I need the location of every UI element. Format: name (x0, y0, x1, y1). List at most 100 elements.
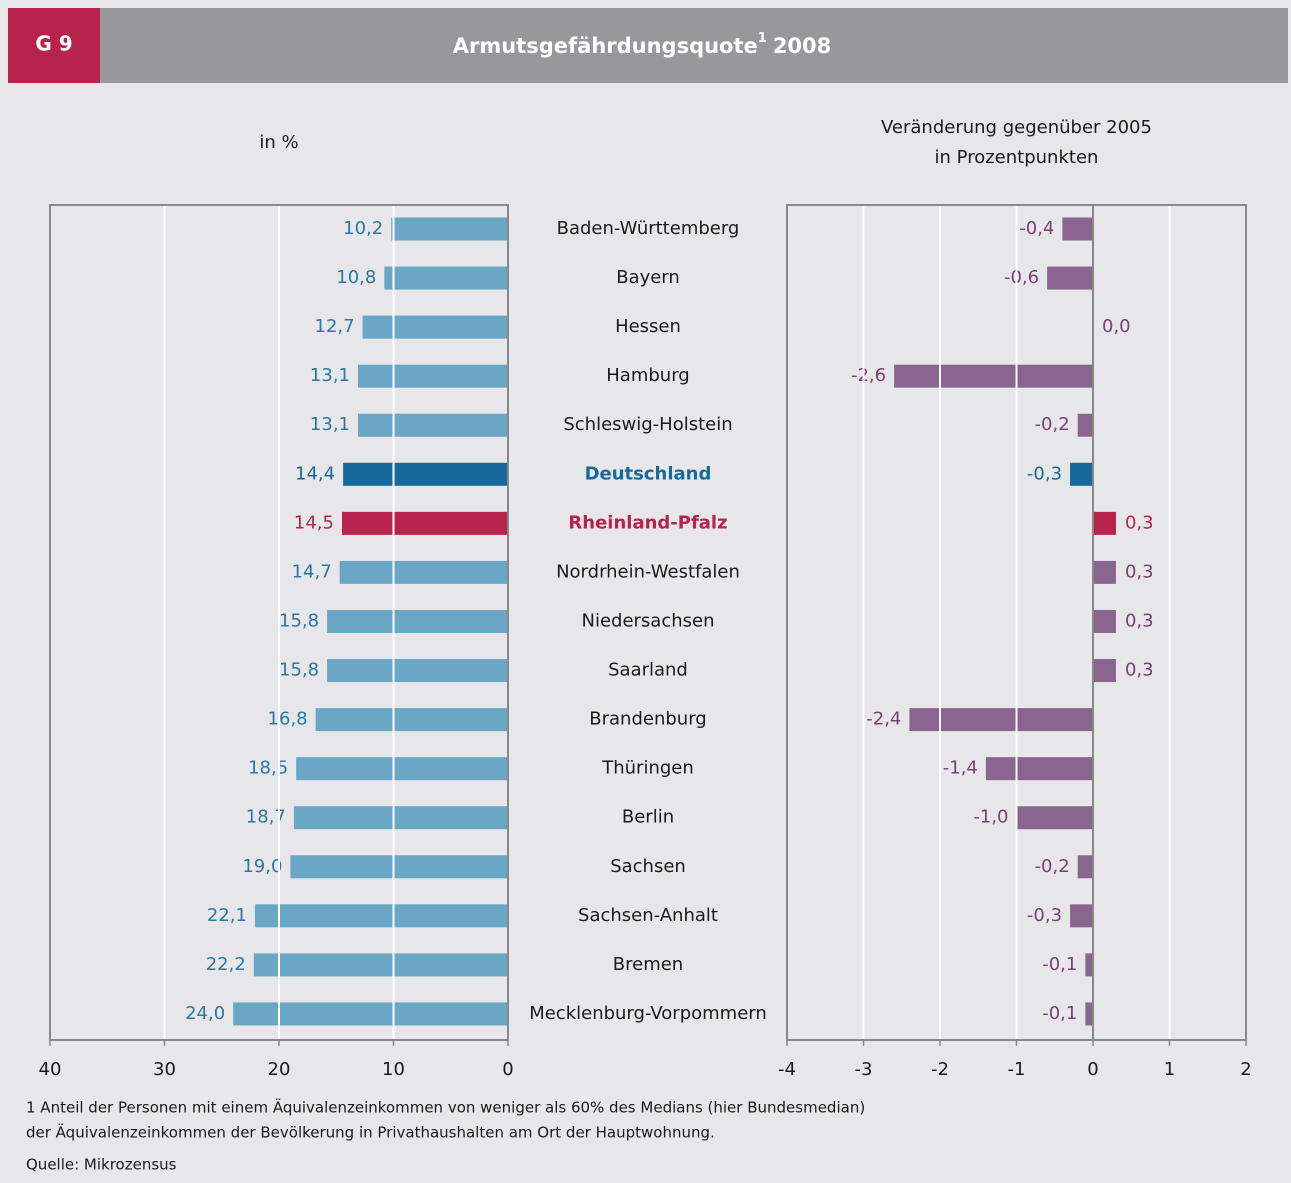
value-label: -1,4 (943, 758, 978, 779)
value-label: -0,4 (1019, 218, 1054, 239)
value-label: -0,1 (1042, 1003, 1077, 1024)
bar (253, 953, 508, 977)
bar (296, 757, 508, 781)
bar (341, 511, 508, 535)
category-label: Niedersachsen (581, 610, 714, 631)
bar (290, 855, 508, 879)
bar (985, 757, 1093, 781)
bar (384, 266, 508, 290)
bar (1093, 659, 1116, 683)
value-label: -1,0 (973, 807, 1008, 828)
value-label: 16,8 (268, 709, 308, 730)
x-tick-label: -3 (855, 1059, 873, 1080)
x-tick-label: 1 (1164, 1059, 1175, 1080)
x-tick-label: 0 (502, 1059, 513, 1080)
category-label: Berlin (622, 807, 674, 828)
value-label: 0,3 (1125, 610, 1154, 631)
value-label: 14,7 (292, 561, 332, 582)
bar (1047, 266, 1093, 290)
bar (358, 364, 508, 388)
category-label: Sachsen (610, 856, 686, 877)
title-year: 2008 (773, 34, 831, 58)
value-label: 10,2 (343, 218, 383, 239)
bar (894, 364, 1093, 388)
value-label: 13,1 (310, 365, 350, 386)
plot-frame (786, 204, 1247, 1041)
value-label: -0,3 (1027, 905, 1062, 926)
value-label: 14,5 (294, 512, 334, 533)
value-label: -0,3 (1027, 463, 1062, 484)
value-label: 18,5 (248, 758, 288, 779)
x-tick-label: 0 (1087, 1059, 1098, 1080)
bar (1077, 413, 1093, 437)
bar (1016, 806, 1093, 830)
value-label: -0,2 (1035, 414, 1070, 435)
footnote: der Äquivalenzeinkommen der Bevölkerung … (26, 1123, 715, 1142)
x-tick-label: 40 (39, 1059, 62, 1080)
bar (1070, 462, 1093, 486)
source: Quelle: Mikrozensus (26, 1156, 177, 1174)
value-label: 12,7 (315, 316, 355, 337)
x-tick-label: -1 (1008, 1059, 1026, 1080)
subtitle: Veränderung gegenüber 2005 (881, 117, 1152, 138)
category-label: Deutschland (585, 463, 712, 484)
chart-label: G 9 (35, 32, 72, 56)
x-tick-label: 30 (153, 1059, 176, 1080)
plot-frame (49, 204, 509, 1041)
value-label: 0,3 (1125, 512, 1154, 533)
category-label: Bayern (616, 267, 680, 288)
value-label: 0,3 (1125, 660, 1154, 681)
category-label: Baden-Württemberg (557, 218, 740, 239)
value-label: 22,1 (207, 905, 247, 926)
value-label: 13,1 (310, 414, 350, 435)
value-label: -0,2 (1035, 856, 1070, 877)
category-label: Brandenburg (589, 709, 706, 730)
bar (1070, 904, 1093, 928)
subtitle: in Prozentpunkten (935, 147, 1099, 168)
bar (343, 462, 508, 486)
bar (233, 1002, 508, 1026)
bar (909, 708, 1093, 732)
value-label: 15,8 (279, 660, 319, 681)
bar (1093, 560, 1116, 584)
category-label: Mecklenburg-Vorpommern (529, 1003, 767, 1024)
value-label: -2,6 (851, 365, 886, 386)
bar (391, 217, 508, 241)
subtitle: in % (259, 132, 298, 153)
bar (358, 413, 508, 437)
x-tick-label: -4 (778, 1059, 796, 1080)
bar (1085, 1002, 1093, 1026)
category-label: Bremen (613, 954, 683, 975)
value-label: -2,4 (866, 709, 901, 730)
bar (1093, 609, 1116, 633)
bar (1062, 217, 1093, 241)
bar (1085, 953, 1093, 977)
footnote: 1 Anteil der Personen mit einem Äquivale… (26, 1098, 865, 1117)
bar (293, 806, 508, 830)
bar (327, 609, 508, 633)
chart-title: Armutsgefährdungsquote1 2008 (453, 31, 832, 59)
category-label: Sachsen-Anhalt (578, 905, 718, 926)
bar (315, 708, 508, 732)
category-label: Schleswig-Holstein (563, 414, 732, 435)
header-label-box (8, 8, 100, 83)
title-main: Armutsgefährdungsquote (453, 34, 758, 58)
category-label: Thüringen (601, 758, 694, 779)
value-label: 19,0 (242, 856, 282, 877)
category-label: Nordrhein-Westfalen (556, 561, 740, 582)
value-label: 15,8 (279, 610, 319, 631)
category-label: Hamburg (606, 365, 689, 386)
value-label: 22,2 (206, 954, 246, 975)
bar (1077, 855, 1093, 879)
category-label: Rheinland-Pfalz (568, 512, 727, 533)
value-label: 10,8 (336, 267, 376, 288)
value-label: 0,3 (1125, 561, 1154, 582)
x-tick-label: 10 (382, 1059, 405, 1080)
bar (327, 659, 508, 683)
bar (1093, 511, 1116, 535)
bar (254, 904, 508, 928)
value-label: 18,7 (246, 807, 286, 828)
value-label: -0,6 (1004, 267, 1039, 288)
